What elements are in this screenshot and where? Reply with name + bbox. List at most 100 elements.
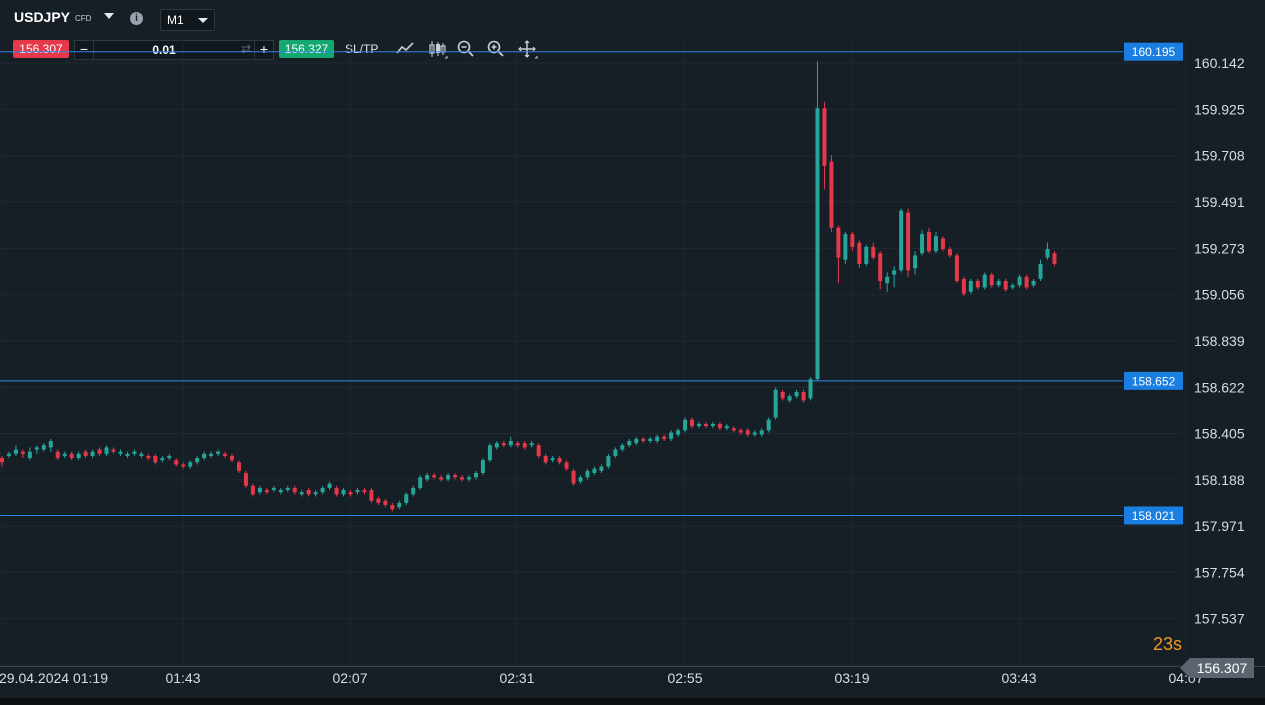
price-level-badge [1124, 506, 1183, 525]
quantity-input[interactable]: 0.01 [152, 43, 176, 57]
candle-body-up [62, 453, 67, 456]
candle-body-down [369, 490, 374, 501]
candle-body-up [669, 432, 674, 439]
y-axis-tick-label: 157.754 [1194, 564, 1245, 580]
candle-body-down [850, 234, 855, 247]
candle-body-up [195, 458, 200, 463]
increase-quantity-button[interactable]: + [254, 41, 273, 59]
candle-body-down [961, 278, 966, 294]
price-chart[interactable]: 160.142 159.925 159.708 159.491 159.273 159.0… [0, 36, 1265, 705]
x-axis-tick-label: 02:07 [332, 670, 367, 686]
candle-body-down [745, 430, 750, 435]
candle-body-up [620, 445, 625, 450]
price-level-label: 158.021 [1132, 509, 1176, 523]
sltp-button[interactable]: SL/TP [345, 42, 379, 56]
candle-body-up [6, 453, 11, 456]
symbol-dropdown-icon[interactable] [104, 13, 114, 19]
swap-icon[interactable]: ⇄ [240, 42, 251, 56]
y-axis-tick-label: 159.708 [1194, 148, 1245, 164]
y-axis-tick-label: 160.142 [1194, 55, 1245, 71]
candle-body-up [766, 419, 771, 431]
candle-body-down [453, 475, 458, 478]
candle-body-up [125, 453, 130, 456]
candle-body-up [864, 246, 869, 264]
candle-body-up [627, 441, 632, 446]
buy-button[interactable]: 156.327 [279, 40, 334, 58]
candle-body-up [76, 453, 81, 459]
candle-body-down [871, 246, 876, 258]
candle-body-up [355, 490, 360, 493]
candle-body-up [913, 255, 918, 269]
x-axis-tick-label: 01:43 [165, 670, 200, 686]
candle-body-up [648, 438, 653, 442]
candle-body-up [41, 445, 46, 450]
candle-body-down [641, 438, 646, 442]
y-axis-tick-label: 158.622 [1194, 379, 1245, 395]
candle-body-down [515, 443, 520, 446]
candle-body-up [271, 487, 276, 491]
candle-body-up [494, 443, 499, 448]
candle-body-down [362, 490, 367, 493]
current-price-label: 156.307 [1197, 660, 1248, 676]
price-level-label: 158.652 [1132, 374, 1176, 388]
candle-body-up [1045, 249, 1050, 258]
candle-body-down [543, 455, 548, 463]
x-axis-tick-label: 03:43 [1001, 670, 1036, 686]
crosshair-icon[interactable] [516, 38, 538, 60]
timeframe-value: M1 [167, 13, 184, 27]
candle-body-up [313, 492, 318, 495]
timeframe-select[interactable]: M1 [160, 9, 215, 31]
y-axis-tick-label: 157.971 [1194, 518, 1245, 534]
candle-body-up [397, 502, 402, 508]
candle-body-up [418, 477, 423, 488]
candle-body-down [717, 423, 722, 429]
candle-body-up [118, 451, 123, 454]
candle-body-up [27, 451, 32, 459]
candle-body-down [348, 492, 353, 495]
candle-body-up [508, 441, 513, 446]
candle-body-up [341, 490, 346, 495]
candle-body-up [815, 108, 820, 380]
candle-body-down [557, 458, 562, 463]
candle-body-down [501, 443, 506, 446]
y-axis-tick-label: 158.405 [1194, 426, 1245, 442]
candle-body-down [69, 453, 74, 459]
x-axis-tick-label: 02:55 [667, 670, 702, 686]
candle-body-down [829, 161, 834, 228]
bottom-scroll-strip[interactable] [0, 698, 1265, 705]
line-chart-icon[interactable] [394, 38, 416, 60]
candle-body-up [411, 487, 416, 495]
candle-body-up [933, 236, 938, 252]
y-axis-tick-label: 159.925 [1194, 101, 1245, 117]
candle-body-down [571, 470, 576, 484]
price-level-badge [1124, 371, 1183, 390]
candle-body-up [13, 449, 18, 454]
candle-body-up [752, 432, 757, 435]
candle-body-up [697, 423, 701, 427]
candle-body-up [202, 453, 207, 459]
quantity-stepper[interactable]: − 0.01 ⇄ + [74, 40, 274, 60]
candle-body-down [878, 253, 883, 282]
candle-body-up [132, 451, 137, 454]
candle-body-up [404, 494, 409, 503]
candle-body-up [920, 234, 925, 254]
decrease-quantity-button[interactable]: − [75, 41, 94, 59]
y-axis-tick-label: 158.839 [1194, 333, 1245, 349]
x-axis-tick-label: 03:19 [834, 670, 869, 686]
candle-countdown: 23s [1153, 634, 1182, 654]
candle-body-down [439, 477, 444, 480]
candle-body-up [634, 438, 639, 444]
candle-body-down [1003, 281, 1008, 290]
candle-body-up [1017, 276, 1022, 286]
info-icon[interactable]: i [130, 12, 143, 25]
candle-body-down [564, 462, 569, 469]
candle-body-down [334, 487, 339, 495]
candle-body-down [0, 458, 4, 463]
candle-body-down [822, 108, 827, 166]
candle-body-down [432, 475, 437, 478]
symbol-label[interactable]: USDJPY [14, 9, 71, 25]
candle-body-down [836, 227, 841, 258]
candle-body-up [592, 468, 597, 474]
sell-button[interactable]: 156.307 [13, 40, 69, 58]
